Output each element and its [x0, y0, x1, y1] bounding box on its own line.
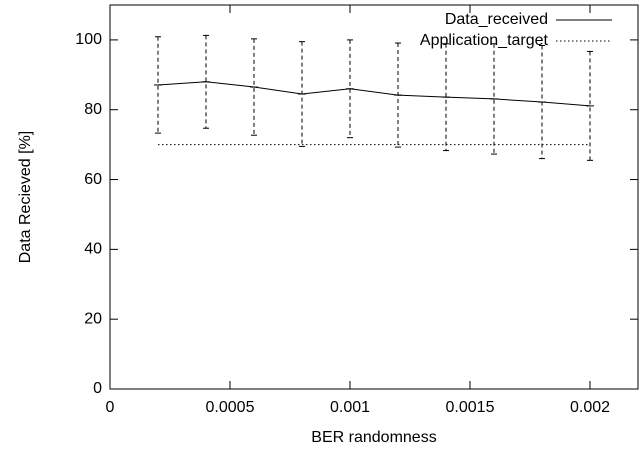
- error-bar: [250, 38, 258, 136]
- legend-label: Application_target: [420, 32, 549, 49]
- plot-frame: [109, 4, 639, 390]
- legend-label: Data_received: [445, 11, 548, 28]
- y-tick-label: 40: [84, 241, 102, 258]
- x-tick-label: 0.0005: [206, 399, 255, 416]
- y-tick-label: 60: [84, 171, 102, 188]
- error-bar: [202, 34, 210, 129]
- y-axis-label: Data Recieved [%]: [17, 131, 34, 264]
- error-bar: [394, 42, 402, 148]
- series-line: [157, 81, 591, 107]
- x-tick-label: 0.0015: [446, 399, 495, 416]
- error-bar: [586, 50, 594, 161]
- y-tick-label: 100: [75, 31, 102, 48]
- error-bar: [490, 43, 498, 155]
- x-tick-label: 0.002: [570, 399, 610, 416]
- error-bar: [442, 43, 450, 152]
- y-tick-label: 0: [93, 380, 102, 397]
- x-axis-label: BER randomness: [311, 429, 436, 446]
- y-tick-label: 20: [84, 310, 102, 327]
- y-tick-label: 80: [84, 101, 102, 118]
- error-bar: [346, 39, 354, 139]
- x-tick-label: 0.001: [330, 399, 370, 416]
- error-bar: [538, 44, 546, 160]
- error-bar: [298, 41, 306, 147]
- error-bar: [154, 36, 162, 134]
- x-tick-label: 0: [106, 399, 115, 416]
